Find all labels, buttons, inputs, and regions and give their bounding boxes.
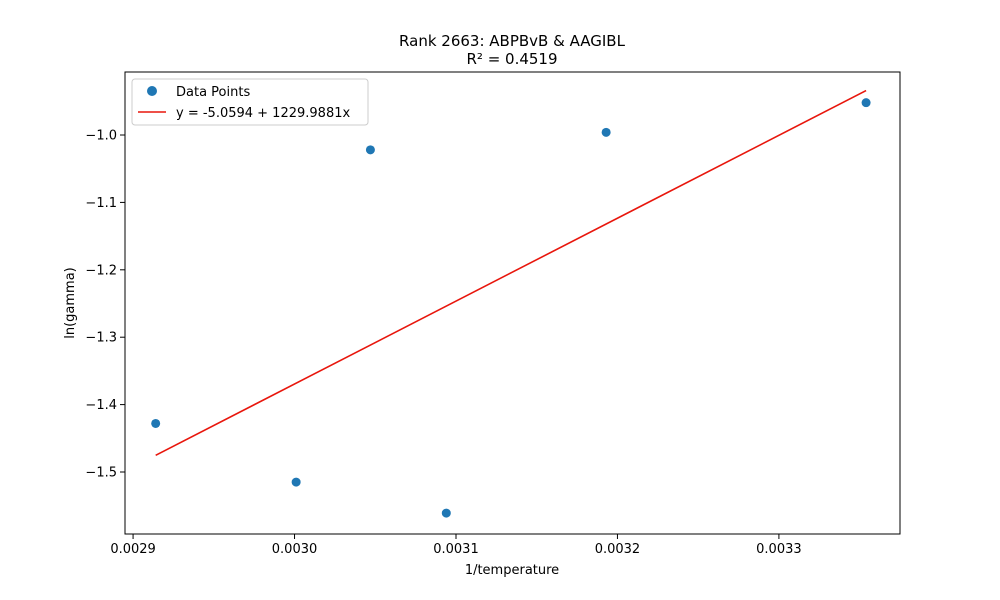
x-tick-label: 0.0031: [433, 542, 479, 557]
x-tick-label: 0.0029: [110, 542, 156, 557]
data-point: [151, 418, 161, 428]
y-tick-label: −1.3: [85, 331, 117, 346]
chart-title: Rank 2663: ABPBvB & AAGIBL: [399, 32, 626, 50]
plot-area: [151, 89, 871, 518]
legend-label-fit-line: y = -5.0594 + 1229.9881x: [176, 106, 350, 121]
x-tick-label: 0.0033: [756, 542, 802, 557]
y-tick-label: −1.2: [85, 263, 117, 278]
x-axis: 0.0029 0.0030 0.0031 0.0032 0.0033: [110, 534, 802, 557]
x-axis-label: 1/temperature: [465, 563, 559, 578]
x-tick-label: 0.0032: [595, 542, 641, 557]
legend-scatter-marker: [147, 86, 157, 96]
legend: Data Points y = -5.0594 + 1229.9881x: [131, 78, 369, 126]
y-tick-label: −1.0: [85, 129, 117, 144]
fit-line: [155, 89, 867, 457]
data-point: [861, 98, 871, 108]
y-tick-label: −1.5: [85, 465, 117, 480]
data-point: [601, 127, 611, 137]
axes-frame: [124, 71, 901, 535]
data-point: [441, 508, 451, 518]
legend-box: [131, 78, 369, 126]
data-point: [291, 477, 301, 487]
x-tick-label: 0.0030: [272, 542, 318, 557]
y-axis: −1.5 −1.4 −1.3 −1.2 −1.1 −1.0: [85, 129, 125, 480]
chart-subtitle: R² = 0.4519: [466, 50, 557, 68]
y-tick-label: −1.4: [85, 398, 117, 413]
data-point: [365, 145, 375, 155]
y-tick-label: −1.1: [85, 196, 117, 211]
y-axis-label: ln(gamma): [63, 267, 78, 339]
legend-label-data-points: Data Points: [176, 85, 250, 100]
